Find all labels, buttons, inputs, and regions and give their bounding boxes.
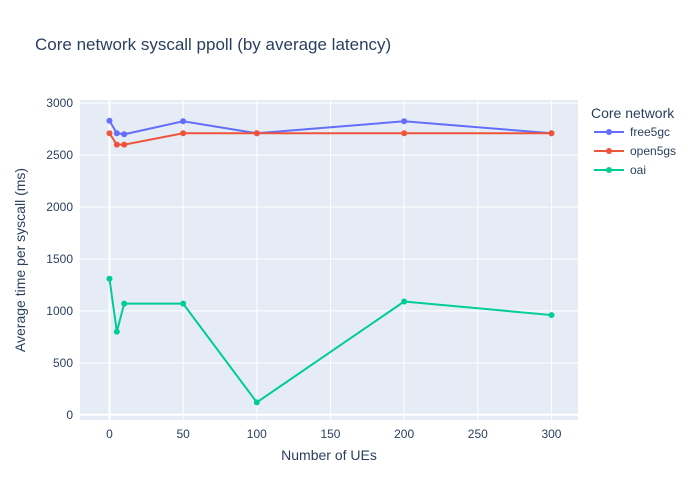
data-point-free5gc	[401, 118, 408, 125]
data-point-oai	[180, 300, 187, 307]
data-point-oai	[113, 328, 120, 335]
grid	[80, 100, 578, 420]
x-tick-label: 250	[468, 427, 488, 441]
y-tick-label: 2000	[46, 200, 73, 214]
plot-area	[80, 100, 578, 420]
data-point-oai	[401, 298, 408, 305]
x-tick-label: 200	[394, 427, 414, 441]
x-tick-label: 0	[106, 427, 113, 441]
data-point-open5gs	[548, 130, 555, 137]
data-point-open5gs	[106, 130, 113, 137]
x-axis-title: Number of UEs	[281, 447, 377, 463]
x-tick-label: 300	[541, 427, 561, 441]
x-tick-label: 100	[247, 427, 267, 441]
data-point-oai	[106, 275, 113, 282]
y-tick-label: 1500	[46, 252, 73, 266]
data-point-oai	[121, 300, 128, 307]
legend-marker-oai	[606, 167, 612, 173]
data-point-free5gc	[121, 131, 128, 138]
data-point-open5gs	[401, 130, 408, 137]
y-tick-label: 1000	[46, 304, 73, 318]
x-tick-label: 150	[320, 427, 340, 441]
chart-title: Core network syscall ppoll (by average l…	[35, 35, 391, 54]
series-layer	[106, 117, 555, 406]
y-axis-title: Average time per syscall (ms)	[12, 168, 28, 352]
legend-label-oai: oai	[630, 163, 646, 177]
legend-title: Core network	[591, 105, 675, 121]
data-point-free5gc	[180, 118, 187, 125]
data-point-open5gs	[113, 141, 120, 148]
legend-marker-free5gc	[606, 129, 612, 135]
y-tick-label: 0	[66, 408, 73, 422]
data-point-open5gs	[180, 130, 187, 137]
x-tick-label: 50	[176, 427, 190, 441]
data-point-open5gs	[121, 141, 128, 148]
data-point-free5gc	[106, 117, 113, 124]
data-point-oai	[548, 312, 555, 319]
legend-label-open5gs: open5gs	[630, 144, 676, 158]
data-point-open5gs	[253, 130, 260, 137]
legend-label-free5gc: free5gc	[630, 125, 670, 139]
y-tick-label: 500	[53, 356, 73, 370]
data-point-free5gc	[113, 130, 120, 137]
legend-marker-open5gs	[606, 148, 612, 154]
y-tick-label: 2500	[46, 148, 73, 162]
y-tick-label: 3000	[46, 96, 73, 110]
legend: Core network free5gc open5gs oai	[591, 105, 676, 177]
data-point-oai	[253, 399, 260, 406]
tick-labels: 0 500 1000 1500 2000 2500 3000 0 50 100 150 200 250 3…	[46, 96, 562, 441]
